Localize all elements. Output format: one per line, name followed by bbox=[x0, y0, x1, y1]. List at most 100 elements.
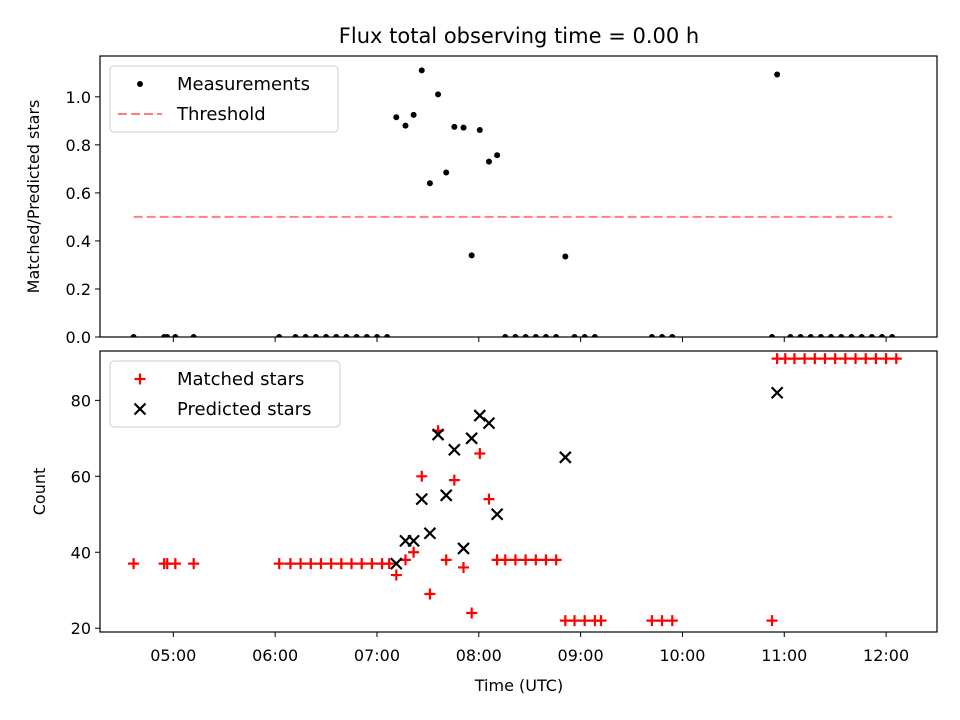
x-axis-label: Time (UTC) bbox=[474, 676, 563, 695]
predicted-stars-point-3 bbox=[415, 492, 429, 506]
measurements-point-3 bbox=[172, 334, 179, 337]
measurements-point-41 bbox=[669, 334, 676, 337]
top-data-layer bbox=[130, 67, 896, 337]
measurements-point-17 bbox=[402, 122, 409, 129]
matched-stars-point-23 bbox=[440, 554, 452, 566]
matched-stars-point-28 bbox=[483, 493, 495, 505]
measurements-point-19 bbox=[418, 67, 425, 74]
measurements-point-25 bbox=[468, 252, 475, 259]
measurements-point-39 bbox=[648, 334, 655, 337]
measurements-point-13 bbox=[363, 334, 370, 337]
top-plot-frame bbox=[99, 55, 938, 338]
matched-stars-point-55 bbox=[870, 353, 882, 365]
measurements-point-50 bbox=[848, 334, 855, 337]
matched-stars-point-4 bbox=[188, 558, 200, 570]
measurements-point-53 bbox=[879, 334, 886, 337]
x-tick-label-6: 11:00 bbox=[761, 646, 807, 665]
matched-stars-point-34 bbox=[540, 554, 552, 566]
predicted-stars-point-14 bbox=[770, 386, 784, 400]
matched-stars-point-19 bbox=[408, 546, 420, 558]
matched-stars-point-16 bbox=[383, 558, 395, 570]
matched-stars-point-51 bbox=[829, 353, 841, 365]
x-tick-label-2: 07:00 bbox=[354, 646, 400, 665]
x-tick-label-3: 08:00 bbox=[456, 646, 502, 665]
x-tick-label-5: 10:00 bbox=[659, 646, 705, 665]
measurements-point-2 bbox=[164, 334, 171, 337]
bottom-y-tick-label-2: 60 bbox=[71, 467, 91, 486]
measurements-point-40 bbox=[659, 334, 666, 337]
measurements-point-45 bbox=[797, 334, 804, 337]
predicted-stars-point-4 bbox=[423, 526, 437, 540]
top-y-tick-label-1: 0.2 bbox=[66, 280, 91, 299]
matched-stars-point-12 bbox=[346, 558, 358, 570]
measurements-legend-label: Measurements bbox=[177, 74, 310, 95]
matched-stars-point-20 bbox=[416, 470, 428, 482]
matched-stars-point-52 bbox=[839, 353, 851, 365]
matched-stars-point-38 bbox=[579, 615, 591, 627]
predicted-stars-point-7 bbox=[448, 443, 461, 457]
measurements-point-33 bbox=[542, 334, 549, 337]
matched-stars-point-13 bbox=[356, 558, 368, 570]
predicted-stars-point-11 bbox=[482, 416, 496, 430]
matched-stars-point-48 bbox=[799, 353, 811, 365]
matched-stars-point-56 bbox=[880, 353, 892, 365]
matched-stars-point-27 bbox=[474, 448, 486, 460]
matched-stars-point-49 bbox=[809, 353, 821, 365]
x-tick-label-0: 05:00 bbox=[150, 646, 196, 665]
matched-stars-point-21 bbox=[424, 588, 436, 600]
top-y-tick-label-0: 0.0 bbox=[66, 328, 91, 347]
matched-stars-point-43 bbox=[666, 615, 678, 627]
matched-stars-legend-marker bbox=[134, 373, 146, 385]
predicted-stars-legend-marker bbox=[133, 402, 147, 416]
matched-stars-point-11 bbox=[335, 558, 347, 570]
matched-stars-point-37 bbox=[569, 615, 581, 627]
matched-stars-point-30 bbox=[499, 554, 511, 566]
matched-stars-point-41 bbox=[646, 615, 658, 627]
predicted-stars-point-10 bbox=[473, 409, 487, 422]
predicted-stars-point-9 bbox=[465, 432, 478, 445]
measurements-point-9 bbox=[323, 334, 330, 337]
predicted-stars-point-0 bbox=[390, 557, 403, 570]
bottom-y-tick-label-0: 20 bbox=[71, 619, 91, 638]
measurements-point-49 bbox=[838, 334, 845, 337]
bottom-data-layer bbox=[128, 353, 902, 627]
measurements-point-48 bbox=[828, 334, 835, 337]
matched-stars-point-40 bbox=[595, 615, 607, 627]
measurements-point-47 bbox=[817, 334, 824, 337]
measurements-point-15 bbox=[384, 334, 391, 337]
measurements-point-24 bbox=[460, 124, 467, 131]
measurements-point-21 bbox=[435, 91, 442, 98]
measurements-point-8 bbox=[312, 334, 319, 337]
measurements-legend-marker bbox=[137, 81, 143, 87]
matched-stars-point-35 bbox=[550, 554, 562, 566]
measurements-point-30 bbox=[512, 334, 519, 337]
matched-stars-point-24 bbox=[448, 474, 460, 486]
measurements-point-28 bbox=[494, 152, 501, 159]
measurements-point-54 bbox=[889, 334, 896, 337]
measurements-point-34 bbox=[553, 334, 560, 337]
measurements-point-42 bbox=[769, 334, 776, 337]
measurements-point-35 bbox=[562, 253, 569, 260]
measurements-point-20 bbox=[426, 180, 433, 187]
measurements-point-26 bbox=[476, 126, 483, 133]
matched-stars-point-26 bbox=[466, 607, 478, 619]
measurements-point-38 bbox=[591, 334, 598, 337]
bottom-y-axis-label: Count bbox=[30, 468, 49, 516]
matched-stars-point-6 bbox=[284, 558, 296, 570]
measurements-point-23 bbox=[451, 123, 458, 130]
matched-stars-point-25 bbox=[458, 561, 470, 573]
top-y-tick-label-5: 1.0 bbox=[66, 88, 91, 107]
bottom-legend: Matched stars Predicted stars bbox=[109, 360, 341, 428]
matched-stars-point-7 bbox=[295, 558, 307, 570]
matched-stars-point-9 bbox=[315, 558, 327, 570]
top-y-tick-label-3: 0.6 bbox=[66, 184, 91, 203]
measurements-point-5 bbox=[276, 334, 283, 337]
matched-stars-point-44 bbox=[766, 615, 778, 627]
matched-stars-point-31 bbox=[509, 554, 521, 566]
bottom-legend-box bbox=[109, 360, 341, 428]
chart-title: Flux total observing time = 0.00 h bbox=[339, 24, 699, 48]
matched-stars-point-10 bbox=[325, 558, 337, 570]
measurements-point-29 bbox=[502, 334, 509, 337]
bottom-y-tick-label-1: 40 bbox=[71, 543, 91, 562]
